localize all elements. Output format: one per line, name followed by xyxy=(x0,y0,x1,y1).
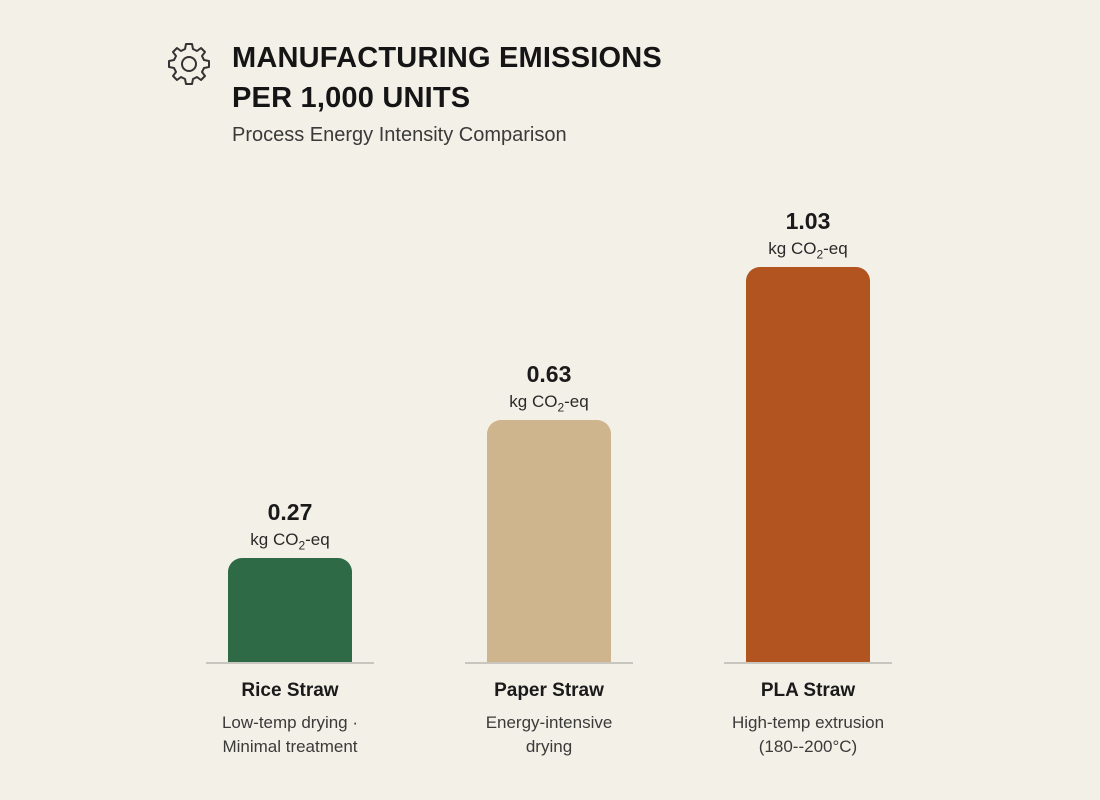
unit-label: kg CO2-eq xyxy=(509,392,589,415)
value-label: 0.63 xyxy=(526,361,572,388)
description-line: (180--200°C) xyxy=(758,737,858,756)
baseline xyxy=(724,662,892,664)
unit-label: kg CO2-eq xyxy=(768,239,848,262)
chart-subtitle: Process Energy Intensity Comparison xyxy=(232,124,567,146)
category-description: Low-temp drying · Minimal treatment xyxy=(160,711,420,759)
category-label: Rice Straw xyxy=(241,680,339,701)
description-line: drying xyxy=(525,737,573,756)
gear-icon xyxy=(168,43,210,85)
description-line: High-temp extrusion xyxy=(731,713,885,732)
category-description: Energy-intensive drying xyxy=(419,711,679,759)
description-line: Minimal treatment xyxy=(222,737,358,756)
category-description: High-temp extrusion (180--200°C) xyxy=(678,711,938,759)
unit-subscript: 2 xyxy=(816,247,824,262)
bar-rice-straw xyxy=(228,558,352,662)
bar-paper-straw xyxy=(487,420,611,662)
description-line: Energy-intensive xyxy=(485,713,613,732)
unit-label: kg CO2-eq xyxy=(250,530,330,553)
value-label: 0.27 xyxy=(267,499,313,526)
unit-subscript: 2 xyxy=(298,538,306,553)
description-line: Low-temp drying · xyxy=(221,713,359,732)
category-label: Paper Straw xyxy=(494,680,604,701)
title-line-1: MANUFACTURING EMISSIONS xyxy=(232,42,662,74)
title-line-2: PER 1,000 UNITS xyxy=(232,82,471,114)
chart-title: MANUFACTURING EMISSIONS PER 1,000 UNITS xyxy=(232,38,662,118)
bar-pla-straw xyxy=(746,267,870,662)
baseline xyxy=(206,662,374,664)
unit-subscript: 2 xyxy=(557,400,565,415)
value-label: 1.03 xyxy=(785,208,831,234)
category-label: PLA Straw xyxy=(760,680,856,701)
baseline xyxy=(465,662,633,664)
